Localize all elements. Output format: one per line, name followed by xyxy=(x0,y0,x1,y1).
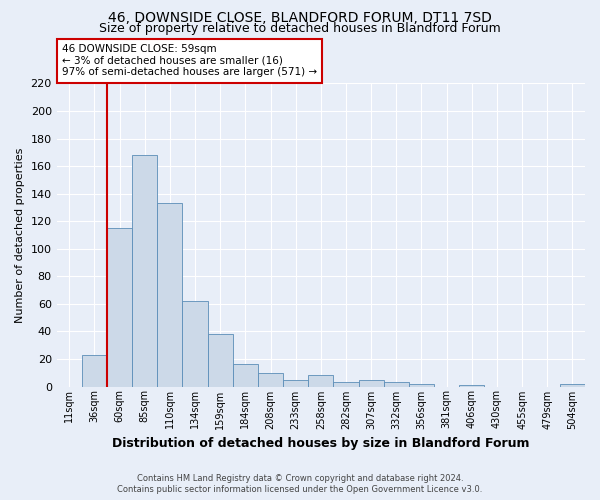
Bar xyxy=(560,384,585,386)
Bar xyxy=(283,380,308,386)
Text: Contains HM Land Registry data © Crown copyright and database right 2024.
Contai: Contains HM Land Registry data © Crown c… xyxy=(118,474,482,494)
Bar xyxy=(208,334,233,386)
Bar xyxy=(132,155,157,386)
Bar xyxy=(107,228,132,386)
Y-axis label: Number of detached properties: Number of detached properties xyxy=(15,148,25,322)
Bar xyxy=(459,385,484,386)
Bar xyxy=(308,376,334,386)
Bar xyxy=(233,364,258,386)
Bar xyxy=(182,301,208,386)
Bar xyxy=(384,382,409,386)
Bar xyxy=(334,382,359,386)
Text: Size of property relative to detached houses in Blandford Forum: Size of property relative to detached ho… xyxy=(99,22,501,35)
Bar xyxy=(82,355,107,386)
Bar xyxy=(258,372,283,386)
Text: 46 DOWNSIDE CLOSE: 59sqm
← 3% of detached houses are smaller (16)
97% of semi-de: 46 DOWNSIDE CLOSE: 59sqm ← 3% of detache… xyxy=(62,44,317,78)
X-axis label: Distribution of detached houses by size in Blandford Forum: Distribution of detached houses by size … xyxy=(112,437,530,450)
Text: 46, DOWNSIDE CLOSE, BLANDFORD FORUM, DT11 7SD: 46, DOWNSIDE CLOSE, BLANDFORD FORUM, DT1… xyxy=(108,11,492,25)
Bar xyxy=(359,380,384,386)
Bar xyxy=(157,204,182,386)
Bar xyxy=(409,384,434,386)
